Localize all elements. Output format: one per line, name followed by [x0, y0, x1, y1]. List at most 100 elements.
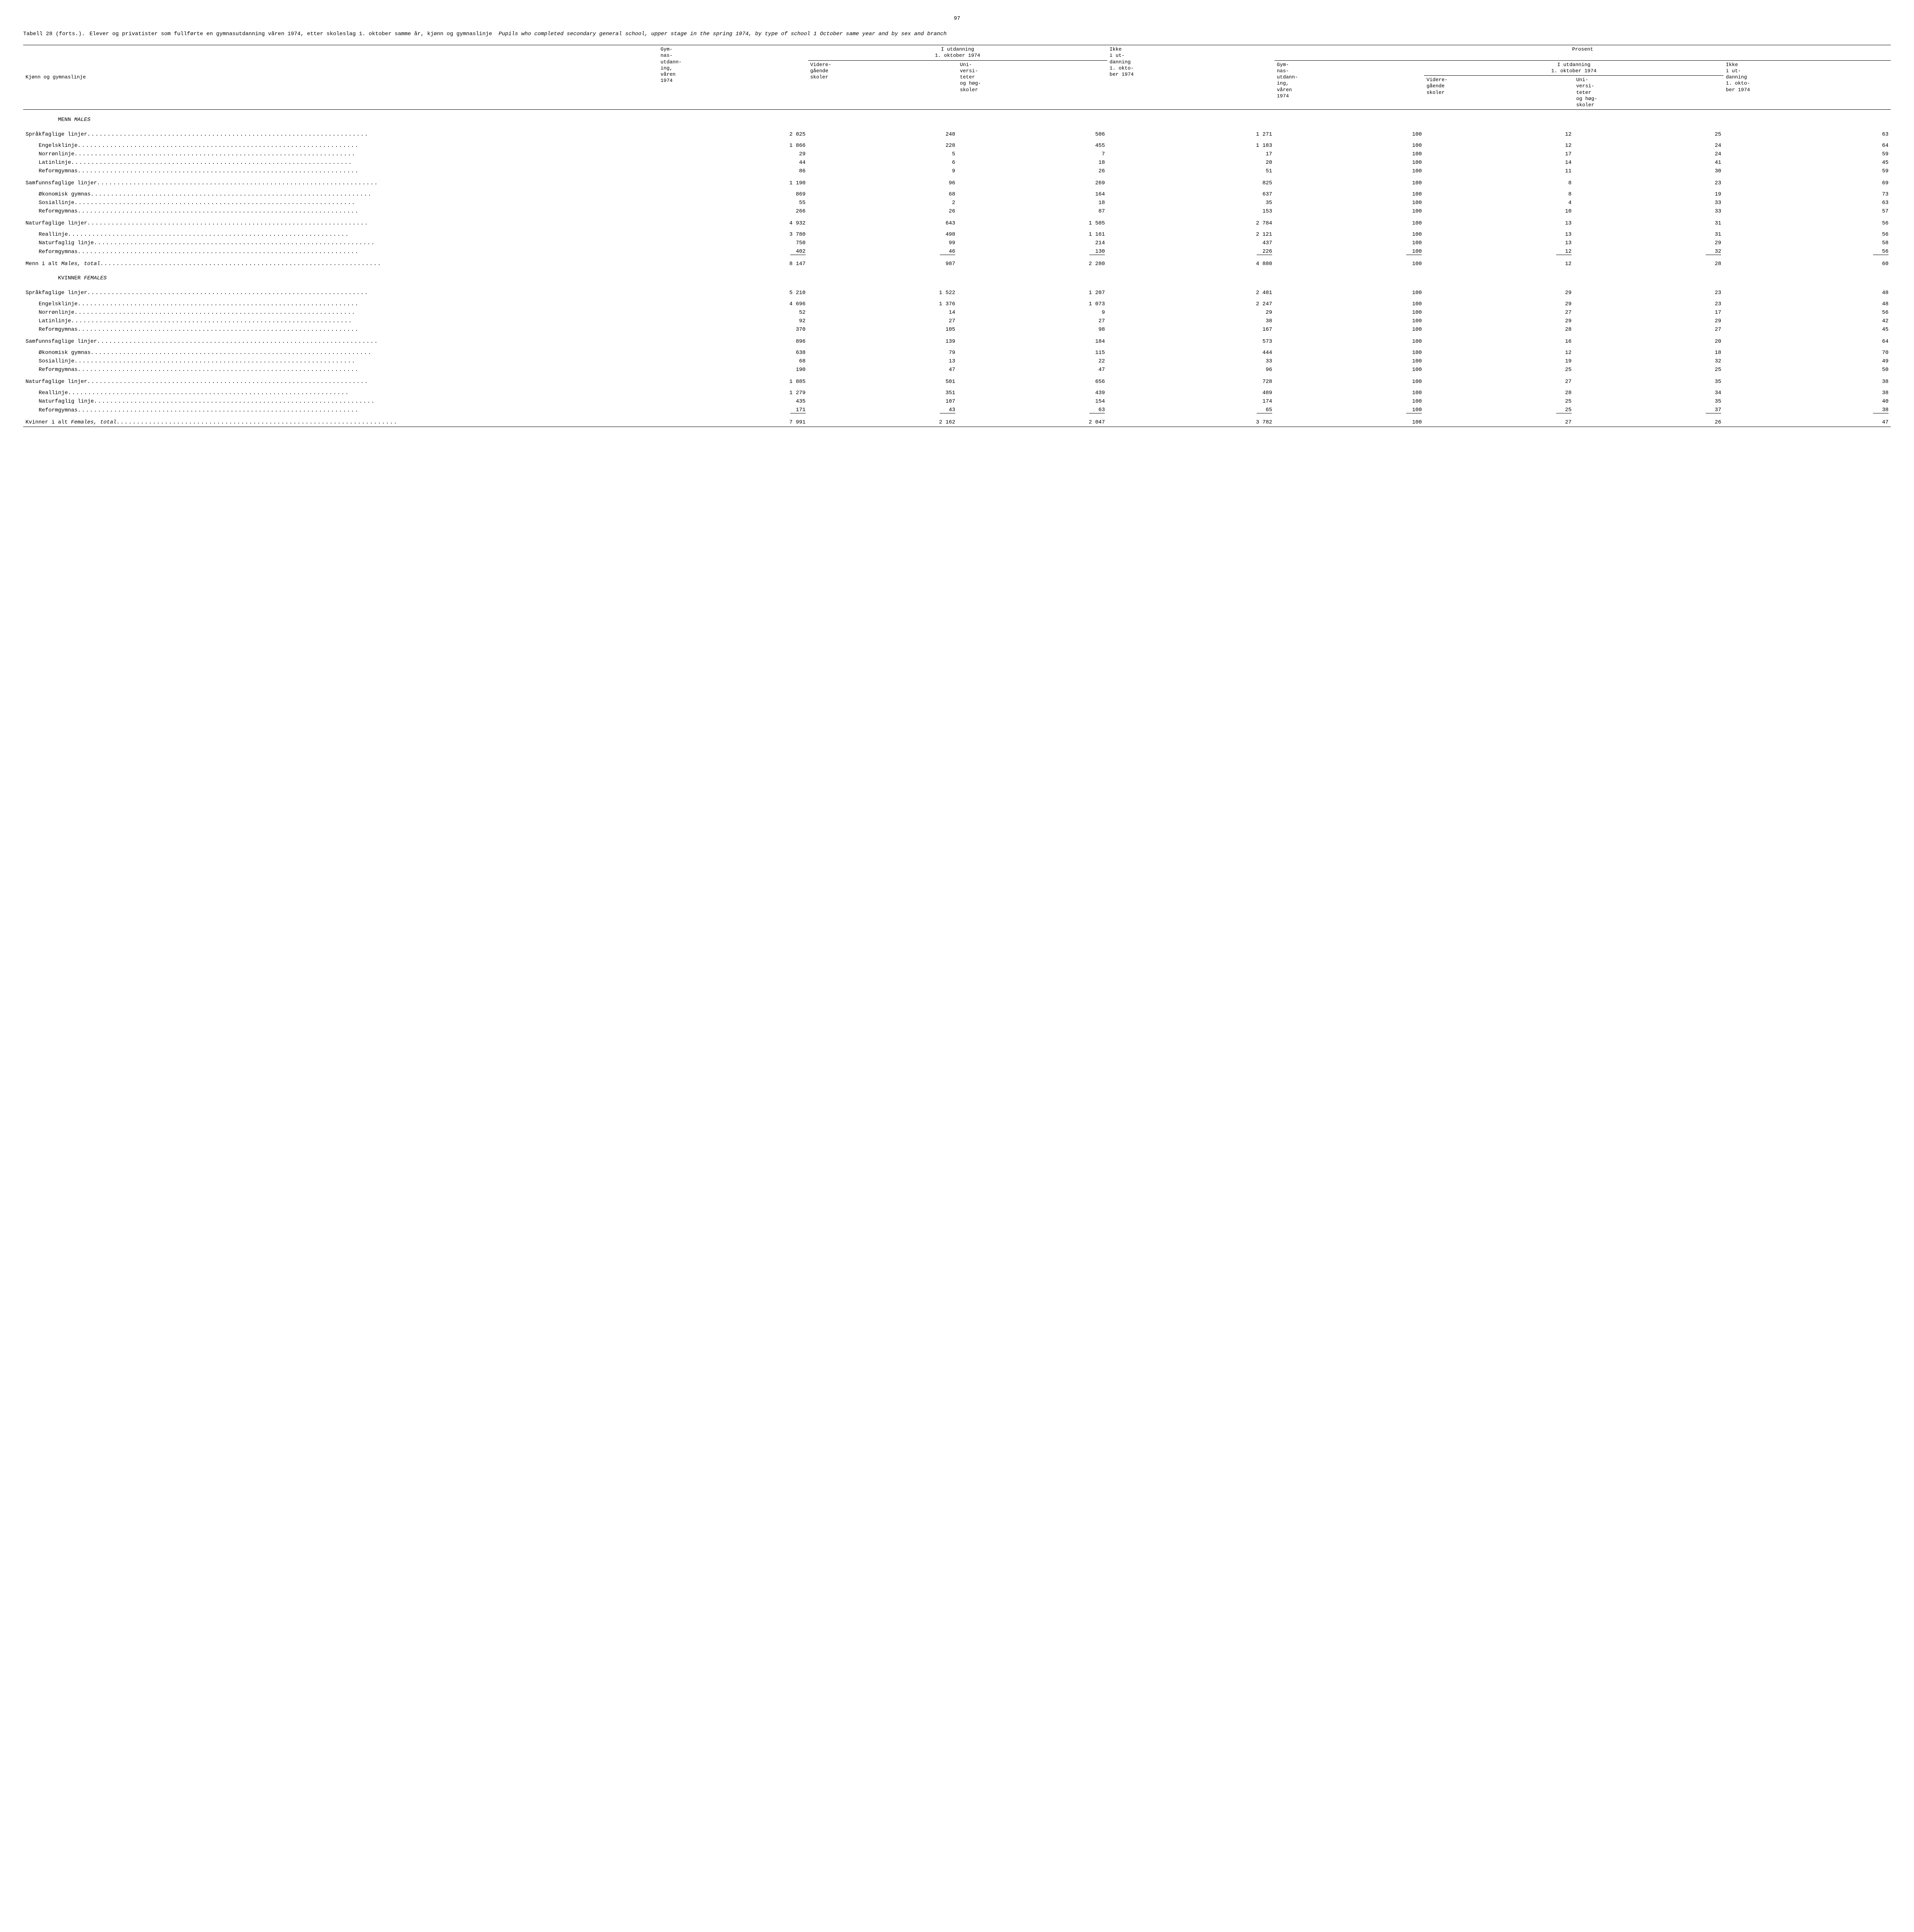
header-abs-c3: Uni-versi-teterog høg-skoler: [958, 60, 1107, 109]
data-cell: 573: [1107, 334, 1274, 349]
table-row: Reformgymnas 8692651100113059: [23, 167, 1891, 175]
data-cell: 40: [1723, 397, 1891, 406]
data-cell: 100: [1274, 317, 1424, 325]
data-cell: 2 025: [658, 127, 808, 141]
data-cell: 49: [1723, 357, 1891, 366]
data-cell: 27: [958, 317, 1107, 325]
data-cell: 42: [1723, 317, 1891, 325]
section-heading-label: KVINNER FEMALES: [23, 268, 1891, 285]
data-cell: 50: [1723, 366, 1891, 374]
data-cell: 12: [1424, 256, 1574, 268]
data-cell: 31: [1574, 230, 1723, 239]
data-cell: 439: [958, 389, 1107, 397]
table-row: Reformgymnas 190474796100252550: [23, 366, 1891, 374]
row-label: Naturfaglige linjer: [23, 216, 658, 230]
data-cell: 750: [658, 239, 808, 247]
data-cell: 100: [1274, 247, 1424, 256]
data-cell: 34: [1574, 389, 1723, 397]
data-cell: 27: [1574, 325, 1723, 334]
data-cell: 100: [1274, 389, 1424, 397]
data-cell: 2 121: [1107, 230, 1274, 239]
data-cell: 48: [1723, 300, 1891, 308]
data-cell: 20: [1574, 334, 1723, 349]
data-cell: 498: [808, 230, 958, 239]
data-cell: 56: [1723, 247, 1891, 256]
row-label: Reformgymnas: [23, 207, 658, 216]
data-cell: 501: [808, 374, 958, 389]
table-row: Menn i alt Males, total 8 1479872 2804 8…: [23, 256, 1891, 268]
data-cell: 656: [958, 374, 1107, 389]
data-cell: 2 784: [1107, 216, 1274, 230]
table-row: Reformgymnas 2662687153100103357: [23, 207, 1891, 216]
data-cell: 1 866: [658, 141, 808, 150]
data-cell: 87: [958, 207, 1107, 216]
data-cell: 32: [1574, 357, 1723, 366]
data-cell: 3 780: [658, 230, 808, 239]
header-abs-group: I utdanning1. oktober 1974: [808, 45, 1108, 61]
data-cell: 6: [808, 158, 958, 167]
data-cell: 4: [1424, 199, 1574, 207]
table-row: Reformgymnas 171436365100253738: [23, 406, 1891, 415]
data-cell: 100: [1274, 158, 1424, 167]
data-cell: 100: [1274, 300, 1424, 308]
data-cell: 100: [1274, 199, 1424, 207]
row-label: Sosiallinje: [23, 357, 658, 366]
data-cell: 100: [1274, 406, 1424, 415]
table-row: Reformgymnas 40246130226100123256: [23, 247, 1891, 256]
data-cell: 17: [1574, 308, 1723, 317]
row-label: Reallinje: [23, 230, 658, 239]
data-cell: 17: [1424, 150, 1574, 158]
data-cell: 29: [1424, 285, 1574, 300]
row-label: Reformgymnas: [23, 366, 658, 374]
data-cell: 60: [1723, 256, 1891, 268]
data-cell: 5 210: [658, 285, 808, 300]
data-cell: 638: [658, 349, 808, 357]
table-row: Naturfaglig linje 435107154174100253540: [23, 397, 1891, 406]
data-cell: 435: [658, 397, 808, 406]
data-cell: 100: [1274, 141, 1424, 150]
data-cell: 73: [1723, 190, 1891, 199]
data-cell: 28: [1574, 256, 1723, 268]
data-cell: 164: [958, 190, 1107, 199]
data-cell: 100: [1274, 374, 1424, 389]
data-cell: 1 190: [658, 175, 808, 190]
data-cell: 100: [1274, 150, 1424, 158]
data-cell: 25: [1574, 366, 1723, 374]
title-english: Pupils who completed secondary general s…: [498, 31, 946, 37]
data-cell: 27: [1424, 308, 1574, 317]
row-label: Reallinje: [23, 389, 658, 397]
data-cell: 14: [808, 308, 958, 317]
data-cell: 100: [1274, 397, 1424, 406]
data-cell: 33: [1574, 207, 1723, 216]
data-cell: 896: [658, 334, 808, 349]
data-cell: 18: [1574, 349, 1723, 357]
data-cell: 1 522: [808, 285, 958, 300]
table-row: Reformgymnas 37010598167100282745: [23, 325, 1891, 334]
data-cell: 174: [1107, 397, 1274, 406]
data-cell: 184: [958, 334, 1107, 349]
data-cell: 1 885: [658, 374, 808, 389]
data-cell: 25: [1424, 397, 1574, 406]
data-cell: 29: [1424, 300, 1574, 308]
data-cell: 27: [808, 317, 958, 325]
data-cell: 13: [1424, 216, 1574, 230]
data-cell: 96: [808, 175, 958, 190]
data-cell: 56: [1723, 230, 1891, 239]
data-cell: 3 782: [1107, 415, 1274, 427]
data-cell: 44: [658, 158, 808, 167]
data-cell: 489: [1107, 389, 1274, 397]
row-label: Engelsklinje: [23, 300, 658, 308]
data-cell: 45: [1723, 158, 1891, 167]
data-cell: 8 147: [658, 256, 808, 268]
data-cell: 25: [1424, 366, 1574, 374]
data-cell: 7 991: [658, 415, 808, 427]
data-cell: 100: [1274, 207, 1424, 216]
data-cell: 105: [808, 325, 958, 334]
data-cell: 266: [658, 207, 808, 216]
data-cell: 9: [808, 167, 958, 175]
table-row: Sosiallinje 68132233100193249: [23, 357, 1891, 366]
data-cell: 19: [1574, 190, 1723, 199]
data-cell: 12: [1424, 247, 1574, 256]
row-label: Reformgymnas: [23, 167, 658, 175]
data-cell: 92: [658, 317, 808, 325]
